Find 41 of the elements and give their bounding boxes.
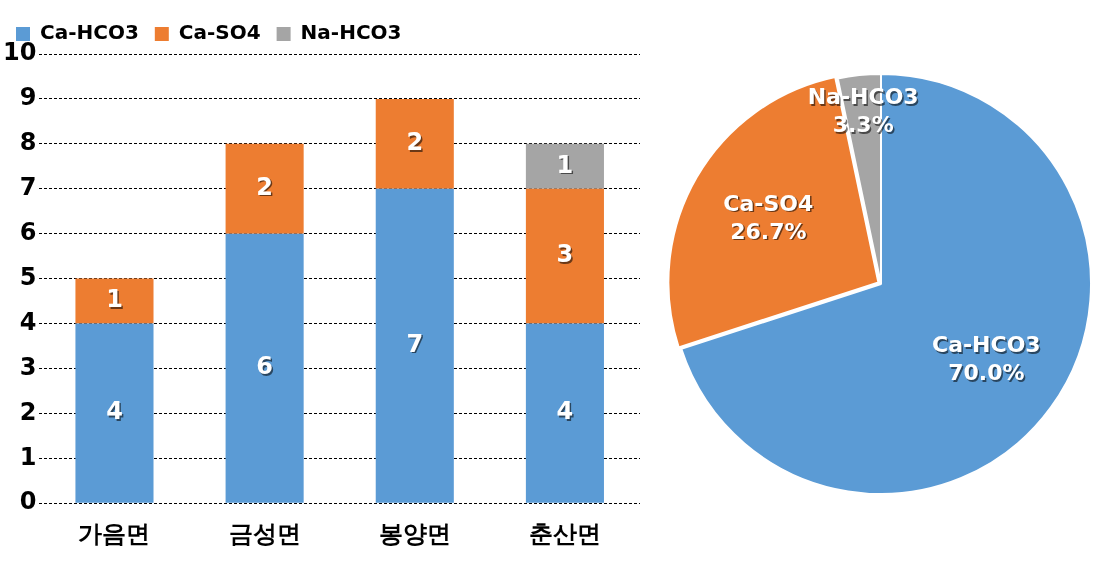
- data-label: 26.7%: [730, 218, 807, 244]
- y-tick-label: 9: [19, 83, 37, 112]
- y-tick-label: 0: [19, 487, 37, 516]
- slice-label: Na-HCO3: [807, 84, 919, 110]
- legend-label: Ca-SO4: [178, 20, 261, 45]
- data-label: 3: [556, 240, 574, 269]
- x-tick-label: 금성면: [228, 519, 301, 548]
- bar: [225, 143, 304, 234]
- legend-label: Na-HCO3: [300, 20, 402, 45]
- bar: [525, 143, 604, 189]
- x-tick-label: 봉양면: [378, 519, 451, 548]
- data-label: 4: [106, 397, 123, 426]
- data-label: 2: [406, 128, 424, 157]
- slice-label: Ca-SO4: [723, 190, 814, 216]
- x-tick-label: 가음면: [78, 519, 151, 548]
- y-tick-label: 4: [19, 307, 37, 336]
- bar: [525, 323, 604, 503]
- bar: [75, 278, 154, 324]
- data-label: 6: [256, 352, 273, 381]
- bar: [75, 323, 154, 503]
- data-label: 4: [556, 397, 574, 426]
- slice-label: Ca-HCO3: [931, 332, 1041, 358]
- y-tick-label: 3: [19, 352, 37, 381]
- bar: [375, 188, 454, 503]
- bar: [225, 233, 304, 503]
- data-label: 1: [556, 150, 574, 179]
- data-label: 2: [256, 172, 273, 201]
- y-tick-label: 6: [19, 217, 37, 246]
- y-tick-label: 7: [19, 172, 37, 201]
- bar: [525, 188, 604, 324]
- data-label: 1: [106, 285, 123, 314]
- y-tick-label: 5: [19, 262, 37, 291]
- data-label: 7: [406, 329, 424, 358]
- legend-label: Ca-HCO3: [40, 20, 139, 45]
- y-tick-label: 8: [19, 128, 37, 157]
- y-tick-label: 1: [19, 442, 37, 471]
- y-tick-label: 10: [2, 38, 37, 67]
- x-tick-label: 춘산면: [528, 519, 601, 548]
- data-label: 70.0%: [948, 360, 1025, 386]
- bar: [375, 98, 454, 189]
- y-tick-label: 2: [19, 397, 37, 426]
